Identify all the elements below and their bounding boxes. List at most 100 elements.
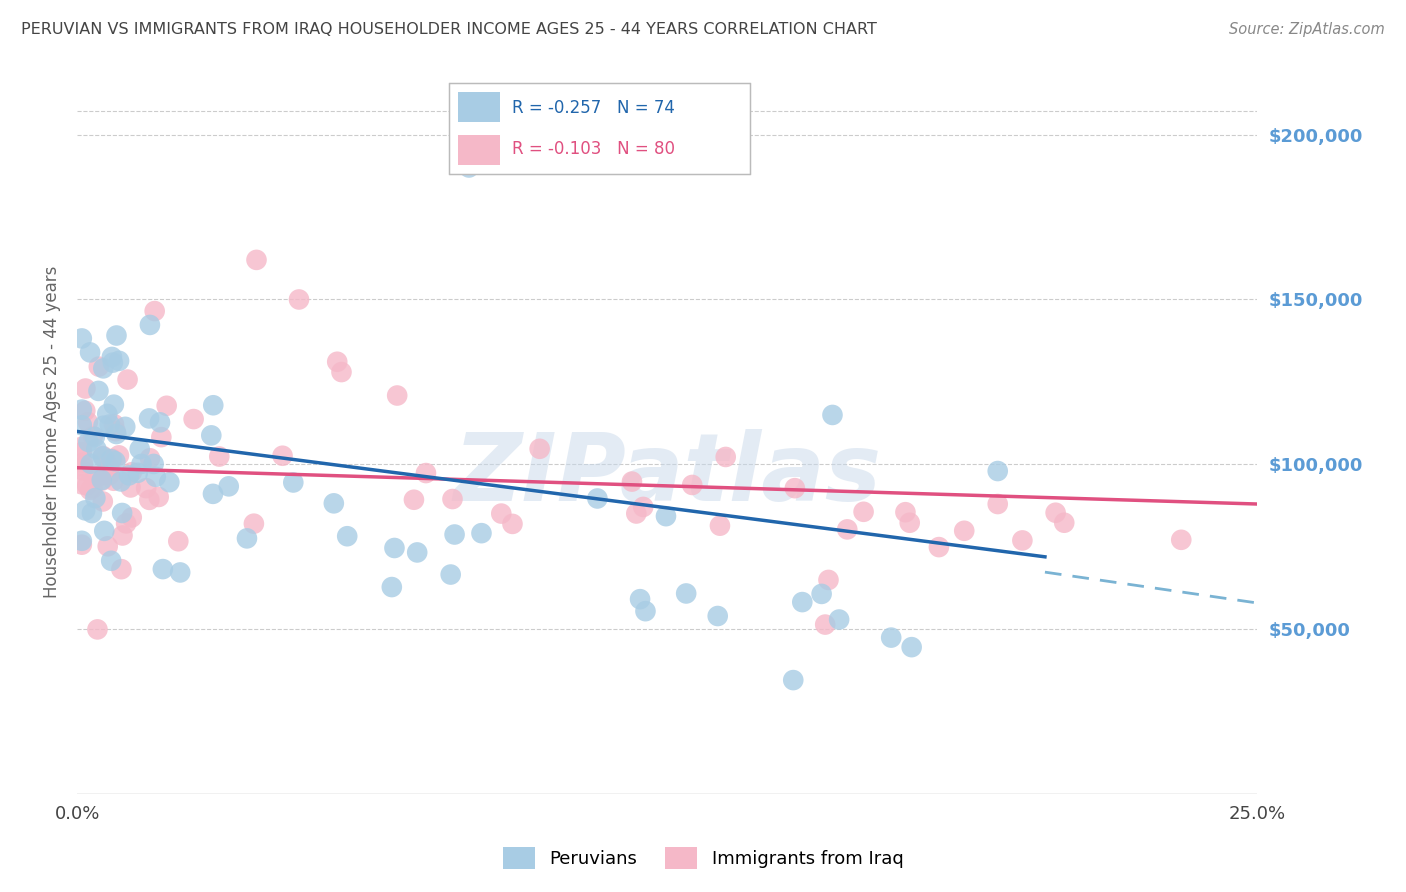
Point	[70, 533, 93, 548]
Point	[157, 475, 180, 490]
Point	[138, 492, 160, 507]
Point	[100, 554, 122, 568]
Point	[402, 492, 425, 507]
Point	[80, 457, 103, 471]
Point	[620, 475, 643, 489]
Point	[406, 545, 429, 559]
Point	[152, 562, 174, 576]
Point	[814, 617, 837, 632]
Point	[443, 527, 465, 541]
Point	[91, 361, 114, 376]
Point	[111, 528, 134, 542]
Point	[709, 518, 731, 533]
Point	[98, 460, 121, 475]
Point	[118, 468, 141, 483]
Point	[501, 516, 523, 531]
Point	[655, 509, 678, 524]
Point	[86, 623, 108, 637]
Point	[105, 427, 128, 442]
Point	[75, 503, 97, 517]
Point	[70, 445, 93, 459]
Point	[120, 480, 142, 494]
Point	[706, 609, 728, 624]
Point	[91, 474, 114, 488]
Point	[470, 526, 492, 541]
Point	[987, 497, 1010, 511]
Point	[1053, 516, 1076, 530]
Point	[77, 415, 100, 429]
Point	[110, 562, 132, 576]
Point	[1011, 533, 1033, 548]
Point	[236, 532, 259, 546]
Point	[634, 604, 657, 618]
Point	[83, 472, 105, 486]
Point	[148, 490, 170, 504]
Point	[87, 359, 110, 374]
Point	[114, 420, 136, 434]
Point	[201, 487, 224, 501]
Point	[70, 402, 93, 417]
Point	[121, 465, 143, 479]
Point	[75, 382, 97, 396]
Point	[149, 415, 172, 429]
Point	[586, 491, 609, 506]
Y-axis label: Householder Income Ages 25 - 44 years: Householder Income Ages 25 - 44 years	[44, 265, 60, 598]
Text: Source: ZipAtlas.com: Source: ZipAtlas.com	[1229, 22, 1385, 37]
Text: PERUVIAN VS IMMIGRANTS FROM IRAQ HOUSEHOLDER INCOME AGES 25 - 44 YEARS CORRELATI: PERUVIAN VS IMMIGRANTS FROM IRAQ HOUSEHO…	[21, 22, 877, 37]
Point	[105, 328, 128, 343]
Point	[202, 398, 225, 412]
Point	[75, 404, 97, 418]
Point	[384, 541, 406, 555]
Point	[121, 510, 143, 524]
Point	[169, 566, 191, 580]
Point	[82, 482, 104, 496]
Point	[101, 356, 124, 370]
Point	[381, 580, 404, 594]
Point	[101, 451, 124, 466]
Point	[900, 640, 922, 655]
Point	[271, 449, 294, 463]
Point	[681, 478, 703, 492]
Point	[894, 505, 917, 519]
Point	[243, 516, 266, 531]
Point	[70, 440, 93, 454]
Point	[458, 161, 481, 175]
Point	[98, 417, 121, 432]
Point	[631, 500, 654, 514]
Point	[208, 450, 231, 464]
Point	[142, 457, 165, 471]
Point	[322, 496, 344, 510]
Point	[91, 450, 114, 464]
Point	[89, 469, 111, 483]
Point	[385, 388, 408, 402]
Point	[79, 483, 101, 497]
Point	[128, 442, 150, 456]
Point	[90, 473, 112, 487]
Point	[440, 567, 463, 582]
Point	[104, 454, 127, 468]
Point	[93, 524, 115, 538]
Point	[336, 529, 359, 543]
Point	[782, 673, 804, 687]
Point	[330, 365, 353, 379]
Point	[83, 430, 105, 444]
Point	[928, 540, 950, 554]
Point	[628, 592, 651, 607]
Point	[491, 507, 513, 521]
Point	[86, 442, 108, 456]
Point	[675, 586, 697, 600]
Point	[714, 450, 737, 464]
Point	[79, 345, 101, 359]
Point	[103, 417, 125, 432]
Point	[810, 587, 832, 601]
Point	[72, 459, 94, 474]
Point	[104, 424, 127, 438]
Point	[115, 516, 138, 531]
Point	[898, 516, 921, 530]
Point	[139, 318, 162, 332]
Point	[288, 293, 311, 307]
Legend: Peruvians, Immigrants from Iraq: Peruvians, Immigrants from Iraq	[494, 838, 912, 879]
Point	[783, 481, 806, 495]
Point	[80, 506, 103, 520]
Point	[98, 468, 121, 483]
